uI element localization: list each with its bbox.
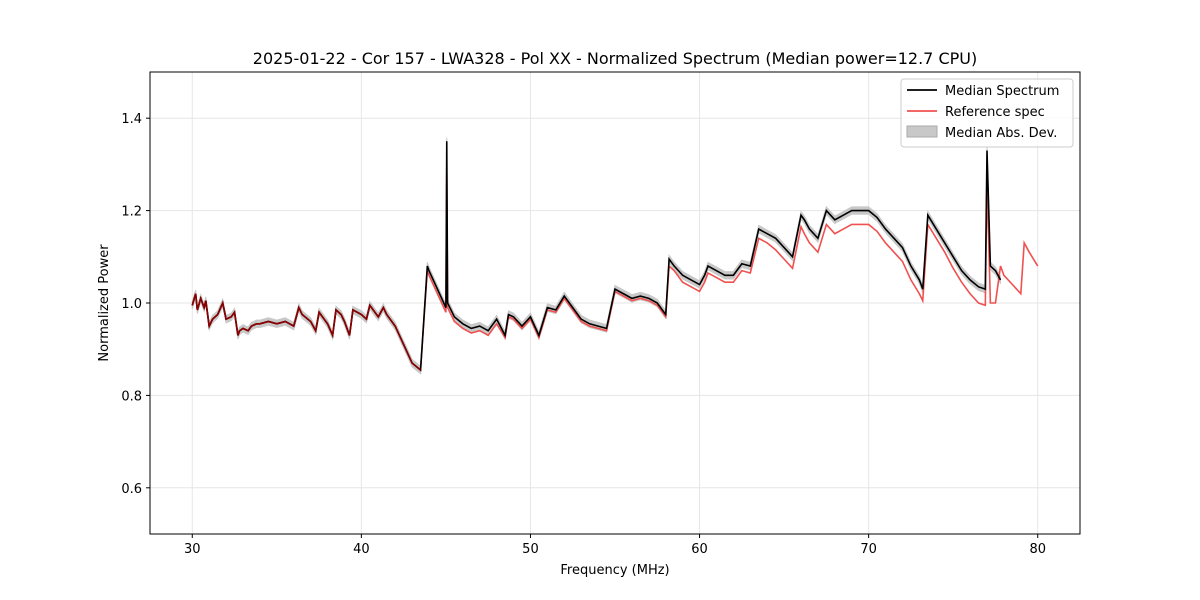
y-axis-label: Normalized Power	[97, 244, 112, 362]
legend-reference-label: Reference spec	[945, 105, 1045, 120]
y-tick-label: 1.0	[121, 297, 142, 312]
legend-box	[900, 78, 1074, 148]
y-tick-label: 0.8	[121, 389, 142, 404]
overlap-spectrum-line	[191, 293, 422, 371]
series-layer	[191, 137, 1039, 375]
legend-mad-swatch	[906, 125, 938, 138]
y-tick-label: 1.2	[121, 205, 142, 220]
x-tick-label: 80	[1029, 542, 1046, 557]
mad-band	[191, 137, 1002, 375]
x-axis-label: Frequency (MHz)	[560, 563, 669, 578]
x-tick-label: 40	[353, 542, 370, 557]
chart-title: 2025-01-22 - Cor 157 - LWA328 - Pol XX -…	[253, 49, 977, 68]
x-tick-label: 60	[691, 542, 708, 557]
x-tick-label: 50	[522, 542, 539, 557]
x-tick-label: 30	[184, 542, 201, 557]
y-tick-label: 1.4	[121, 112, 142, 127]
legend-mad-label: Median Abs. Dev.	[945, 126, 1057, 141]
tick-layer: 30 40 50 60 70 80 0.6 0.8 1.0 1.2 1.4	[121, 112, 1046, 557]
y-tick-label: 0.6	[121, 482, 142, 497]
legend-median-label: Median Spectrum	[945, 84, 1059, 99]
x-tick-label: 70	[860, 542, 877, 557]
legend: Median Spectrum Reference spec Median Ab…	[900, 78, 1074, 148]
